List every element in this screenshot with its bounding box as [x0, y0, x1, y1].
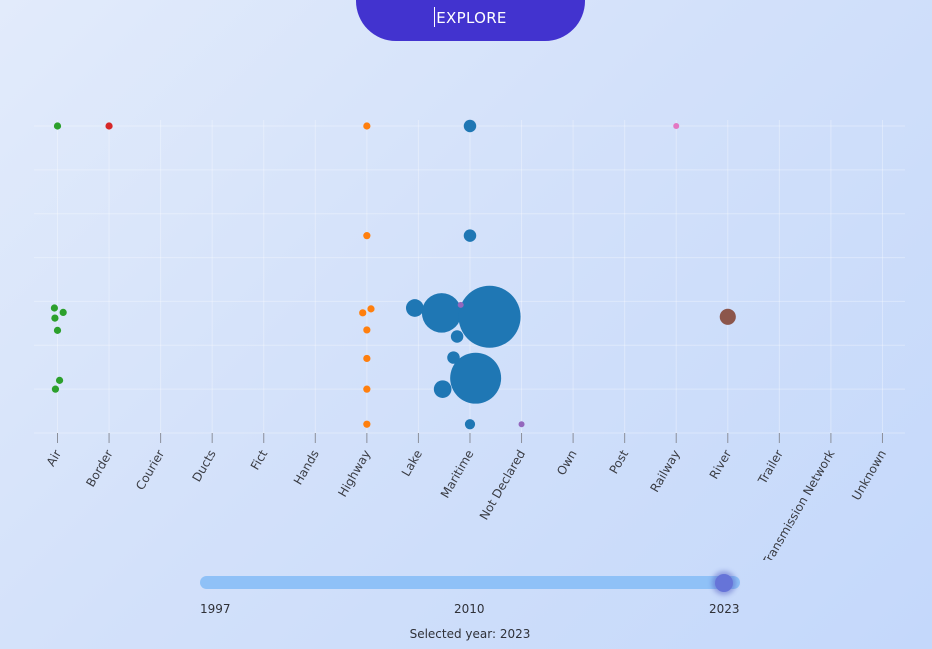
x-tick-label: Fict: [248, 447, 271, 472]
year-slider-track[interactable]: [200, 576, 740, 589]
data-point[interactable]: [450, 352, 502, 404]
data-point[interactable]: [363, 354, 371, 363]
x-tick-label: Ducts: [189, 448, 218, 485]
data-point[interactable]: [53, 122, 62, 130]
data-point[interactable]: [421, 293, 462, 333]
x-tick-label: Trailer: [755, 447, 786, 487]
data-point[interactable]: [105, 122, 113, 130]
x-tick-label: Not Declared: [477, 448, 528, 523]
slider-max-label: 2023: [709, 602, 740, 616]
x-tick-label: Hands: [291, 448, 322, 488]
data-point[interactable]: [363, 385, 371, 393]
x-tick-label: Lake: [399, 448, 425, 479]
data-point[interactable]: [518, 421, 525, 428]
data-point[interactable]: [363, 326, 371, 334]
x-tick-label: Air: [44, 447, 64, 468]
data-point[interactable]: [463, 119, 477, 133]
data-point[interactable]: [463, 229, 477, 242]
explore-button[interactable]: EXPLORE: [356, 0, 585, 41]
data-point[interactable]: [433, 380, 452, 398]
data-point[interactable]: [53, 326, 62, 334]
x-tick-label: Border: [83, 447, 115, 489]
data-point[interactable]: [673, 123, 680, 129]
data-point[interactable]: [59, 308, 67, 316]
data-point[interactable]: [457, 301, 464, 308]
x-tick-label: Unknown: [849, 448, 889, 503]
slider-min-label: 1997: [200, 602, 231, 616]
data-point[interactable]: [51, 314, 59, 322]
scatter-chart: Air Border Courier Ducts Fict Hands Highway Lak…: [43, 119, 890, 560]
x-tick-label: Highway: [335, 448, 373, 500]
data-point[interactable]: [363, 232, 371, 240]
data-point[interactable]: [458, 285, 521, 348]
x-tick-label: Post: [607, 447, 632, 476]
year-slider-thumb[interactable]: [715, 574, 733, 592]
data-point[interactable]: [464, 419, 476, 430]
x-tick-label: Courier: [133, 447, 167, 492]
x-tick-label: Maritime: [438, 447, 477, 500]
x-tick-label: Railway: [648, 448, 683, 495]
chart-points: [50, 119, 736, 430]
data-point[interactable]: [359, 309, 367, 317]
x-tick-label: River: [707, 447, 735, 481]
data-point[interactable]: [450, 330, 464, 343]
explore-button-label: EXPLORE: [436, 9, 507, 27]
slider-mid-label: 2010: [454, 602, 485, 616]
data-point[interactable]: [447, 351, 460, 364]
data-point[interactable]: [363, 420, 371, 428]
data-point[interactable]: [55, 376, 64, 384]
text-cursor: [434, 7, 436, 27]
x-tick-label: Own: [554, 448, 580, 478]
data-point[interactable]: [51, 385, 60, 393]
data-point[interactable]: [367, 305, 375, 313]
x-axis: Air Border Courier Ducts Fict Hands Highway Lak…: [44, 433, 889, 560]
data-point[interactable]: [719, 308, 736, 325]
data-point[interactable]: [50, 304, 59, 312]
data-point[interactable]: [405, 299, 424, 317]
data-point[interactable]: [363, 122, 371, 130]
selected-year-label: Selected year: 2023: [409, 627, 531, 641]
